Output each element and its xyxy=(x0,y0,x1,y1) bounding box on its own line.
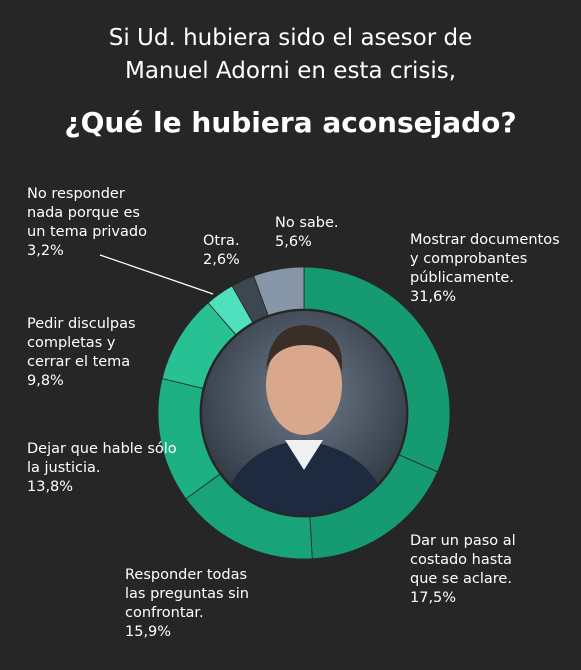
value-label: 13,8% xyxy=(27,479,74,495)
segment-label: Responder todas las preguntas sin confro… xyxy=(125,566,265,642)
value-label: 17,5% xyxy=(410,590,457,606)
category-label: Dar un paso al costado hasta que se acla… xyxy=(410,533,516,587)
segment-label: No sabe. 5,6% xyxy=(275,214,355,252)
value-label: 5,6% xyxy=(275,234,312,250)
value-label: 15,9% xyxy=(125,624,172,640)
segment-label: Pedir disculpas completas y cerrar el te… xyxy=(27,315,157,391)
category-label: No sabe. xyxy=(275,215,339,231)
segment-label: Otra. 2,6% xyxy=(203,232,253,270)
category-label: No responder nada porque es un tema priv… xyxy=(27,186,147,240)
segment-label: No responder nada porque es un tema priv… xyxy=(27,185,147,261)
category-label: Mostrar documentos y comprobantes públic… xyxy=(410,232,560,286)
category-label: Responder todas las preguntas sin confro… xyxy=(125,567,249,621)
category-label: Otra. xyxy=(203,233,240,249)
question: ¿Qué le hubiera aconsejado? xyxy=(64,106,517,139)
segment-label: Dejar que hable sólo la justicia. 13,8% xyxy=(27,440,187,497)
title: Si Ud. hubiera sido el asesor de Manuel … xyxy=(0,22,581,88)
segment-label: Mostrar documentos y comprobantes públic… xyxy=(410,231,570,307)
category-label: Pedir disculpas completas y cerrar el te… xyxy=(27,316,136,370)
title-line: Si Ud. hubiera sido el asesor de xyxy=(108,25,473,51)
donut-segment xyxy=(253,266,305,316)
photo xyxy=(202,311,406,515)
value-label: 2,6% xyxy=(203,252,240,268)
value-label: 9,8% xyxy=(27,373,64,389)
category-label: Dejar que hable sólo la justicia. xyxy=(27,441,177,476)
title-line: Manuel Adorni en esta crisis, xyxy=(124,58,457,84)
value-label: 31,6% xyxy=(410,289,457,305)
value-label: 3,2% xyxy=(27,243,64,259)
leader-line xyxy=(99,254,214,295)
segment-label: Dar un paso al costado hasta que se acla… xyxy=(410,532,520,608)
